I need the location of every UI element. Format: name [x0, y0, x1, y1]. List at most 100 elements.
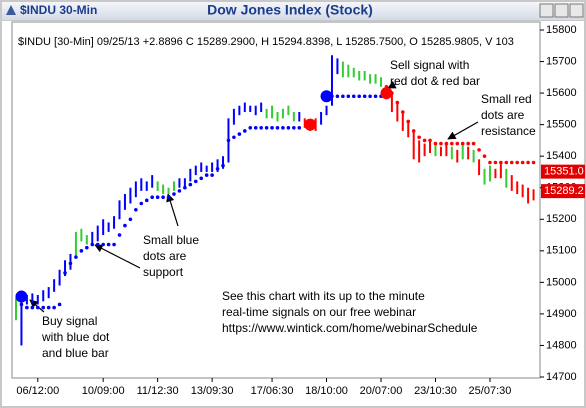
support-dot — [357, 94, 362, 99]
signal-dot — [380, 87, 393, 100]
x-tick-label: 23/10:30 — [414, 385, 457, 397]
resistance-dot — [466, 141, 470, 146]
plot-area — [11, 21, 541, 379]
support-dot — [341, 94, 345, 99]
support-dot — [79, 249, 84, 253]
resistance-dot — [455, 141, 460, 146]
annotation-arrow — [387, 80, 397, 89]
app-icon — [6, 5, 16, 15]
support-dot — [68, 261, 73, 266]
annotation-text: red dot & red bar — [390, 74, 480, 88]
support-dot — [362, 94, 367, 99]
support-dot — [52, 305, 56, 310]
support-dot — [286, 125, 291, 130]
support-dot — [63, 271, 67, 275]
title-bar — [2, 2, 584, 20]
resistance-dot — [422, 138, 427, 143]
support-dot — [144, 198, 149, 203]
support-dot — [166, 195, 171, 199]
resistance-dot — [531, 160, 536, 165]
support-dot — [183, 185, 187, 190]
support-dot — [150, 195, 154, 199]
annotation-text: and blue bar — [42, 346, 109, 360]
support-dot — [90, 242, 95, 247]
resistance-dot — [526, 160, 530, 165]
annotation-text: Small red — [481, 92, 532, 106]
resistance-dot — [515, 160, 520, 165]
support-dot — [297, 125, 302, 130]
price-tag-label: 15289.2 — [544, 185, 584, 197]
support-dot — [264, 125, 269, 130]
support-dot — [199, 176, 204, 181]
support-dot — [237, 132, 242, 136]
support-dot — [292, 125, 296, 130]
y-tick-label: 15800 — [546, 24, 577, 36]
x-tick-label: 18/10:00 — [305, 385, 348, 397]
annotation-text: Sell signal with — [390, 58, 469, 72]
support-dot — [281, 125, 285, 130]
x-tick-label: 10/09:00 — [82, 385, 125, 397]
resistance-dot — [493, 160, 498, 165]
y-tick-label: 15200 — [546, 213, 577, 225]
resistance-dot — [499, 160, 503, 165]
resistance-dot — [504, 160, 509, 165]
support-dot — [46, 305, 51, 310]
support-dot — [25, 305, 29, 310]
resistance-dot — [488, 160, 492, 165]
resistance-dot — [444, 141, 449, 146]
price-tag-label: 15351.0 — [544, 166, 584, 178]
annotation-arrow — [94, 244, 141, 269]
y-tick-label: 14900 — [546, 308, 577, 320]
annotation-text: dots are — [481, 108, 525, 122]
minimize-button[interactable] — [539, 3, 554, 18]
signal-dot — [320, 90, 333, 103]
annotation-arrow — [166, 193, 179, 227]
resistance-dot — [450, 141, 454, 146]
support-dot — [177, 189, 182, 193]
maximize-button[interactable] — [554, 3, 569, 18]
resistance-dot — [439, 141, 443, 146]
y-tick-label: 14700 — [546, 371, 577, 383]
support-dot — [215, 167, 220, 171]
support-dot — [35, 305, 40, 310]
resistance-dot — [395, 100, 400, 105]
resistance-dot — [428, 138, 432, 143]
annotation-text: with blue dot — [41, 330, 110, 344]
support-dot — [85, 245, 89, 250]
annotation-text: https://www.wintick.com/home/webinarSche… — [222, 321, 478, 335]
resistance-dot — [471, 141, 476, 146]
support-dot — [57, 302, 62, 307]
price-tag — [541, 164, 585, 179]
support-dot — [253, 125, 258, 130]
resistance-dot — [401, 110, 405, 114]
support-dot — [123, 223, 127, 228]
support-dot — [101, 242, 105, 247]
support-dot — [259, 125, 263, 130]
support-dot — [210, 173, 214, 177]
support-dot — [112, 242, 116, 247]
annotation-arrow — [447, 121, 479, 140]
support-dot — [117, 233, 122, 237]
resistance-dot — [417, 135, 421, 140]
support-dot — [193, 179, 198, 184]
x-tick-label: 06/12:00 — [16, 385, 59, 397]
annotation-text: See this chart with its up to the minute — [222, 289, 425, 303]
info-line: $INDU [30-Min] 09/25/13 +2.8896 C 15289.… — [18, 36, 514, 48]
support-dot — [19, 302, 24, 307]
y-tick-label: 15500 — [546, 119, 577, 131]
signal-dot — [15, 290, 28, 303]
annotation-text: dots are — [143, 249, 187, 263]
support-dot — [74, 255, 78, 259]
support-dot — [248, 125, 253, 130]
resistance-dot — [509, 160, 514, 165]
y-tick-label: 15100 — [546, 245, 577, 257]
support-dot — [139, 201, 144, 206]
y-tick-label: 14800 — [546, 339, 577, 351]
support-dot — [134, 208, 138, 212]
resistance-dot — [477, 148, 481, 152]
support-dot — [128, 217, 133, 222]
support-dot — [346, 94, 351, 99]
support-dot — [335, 94, 340, 99]
support-dot — [275, 125, 280, 130]
close-button[interactable] — [569, 3, 584, 18]
